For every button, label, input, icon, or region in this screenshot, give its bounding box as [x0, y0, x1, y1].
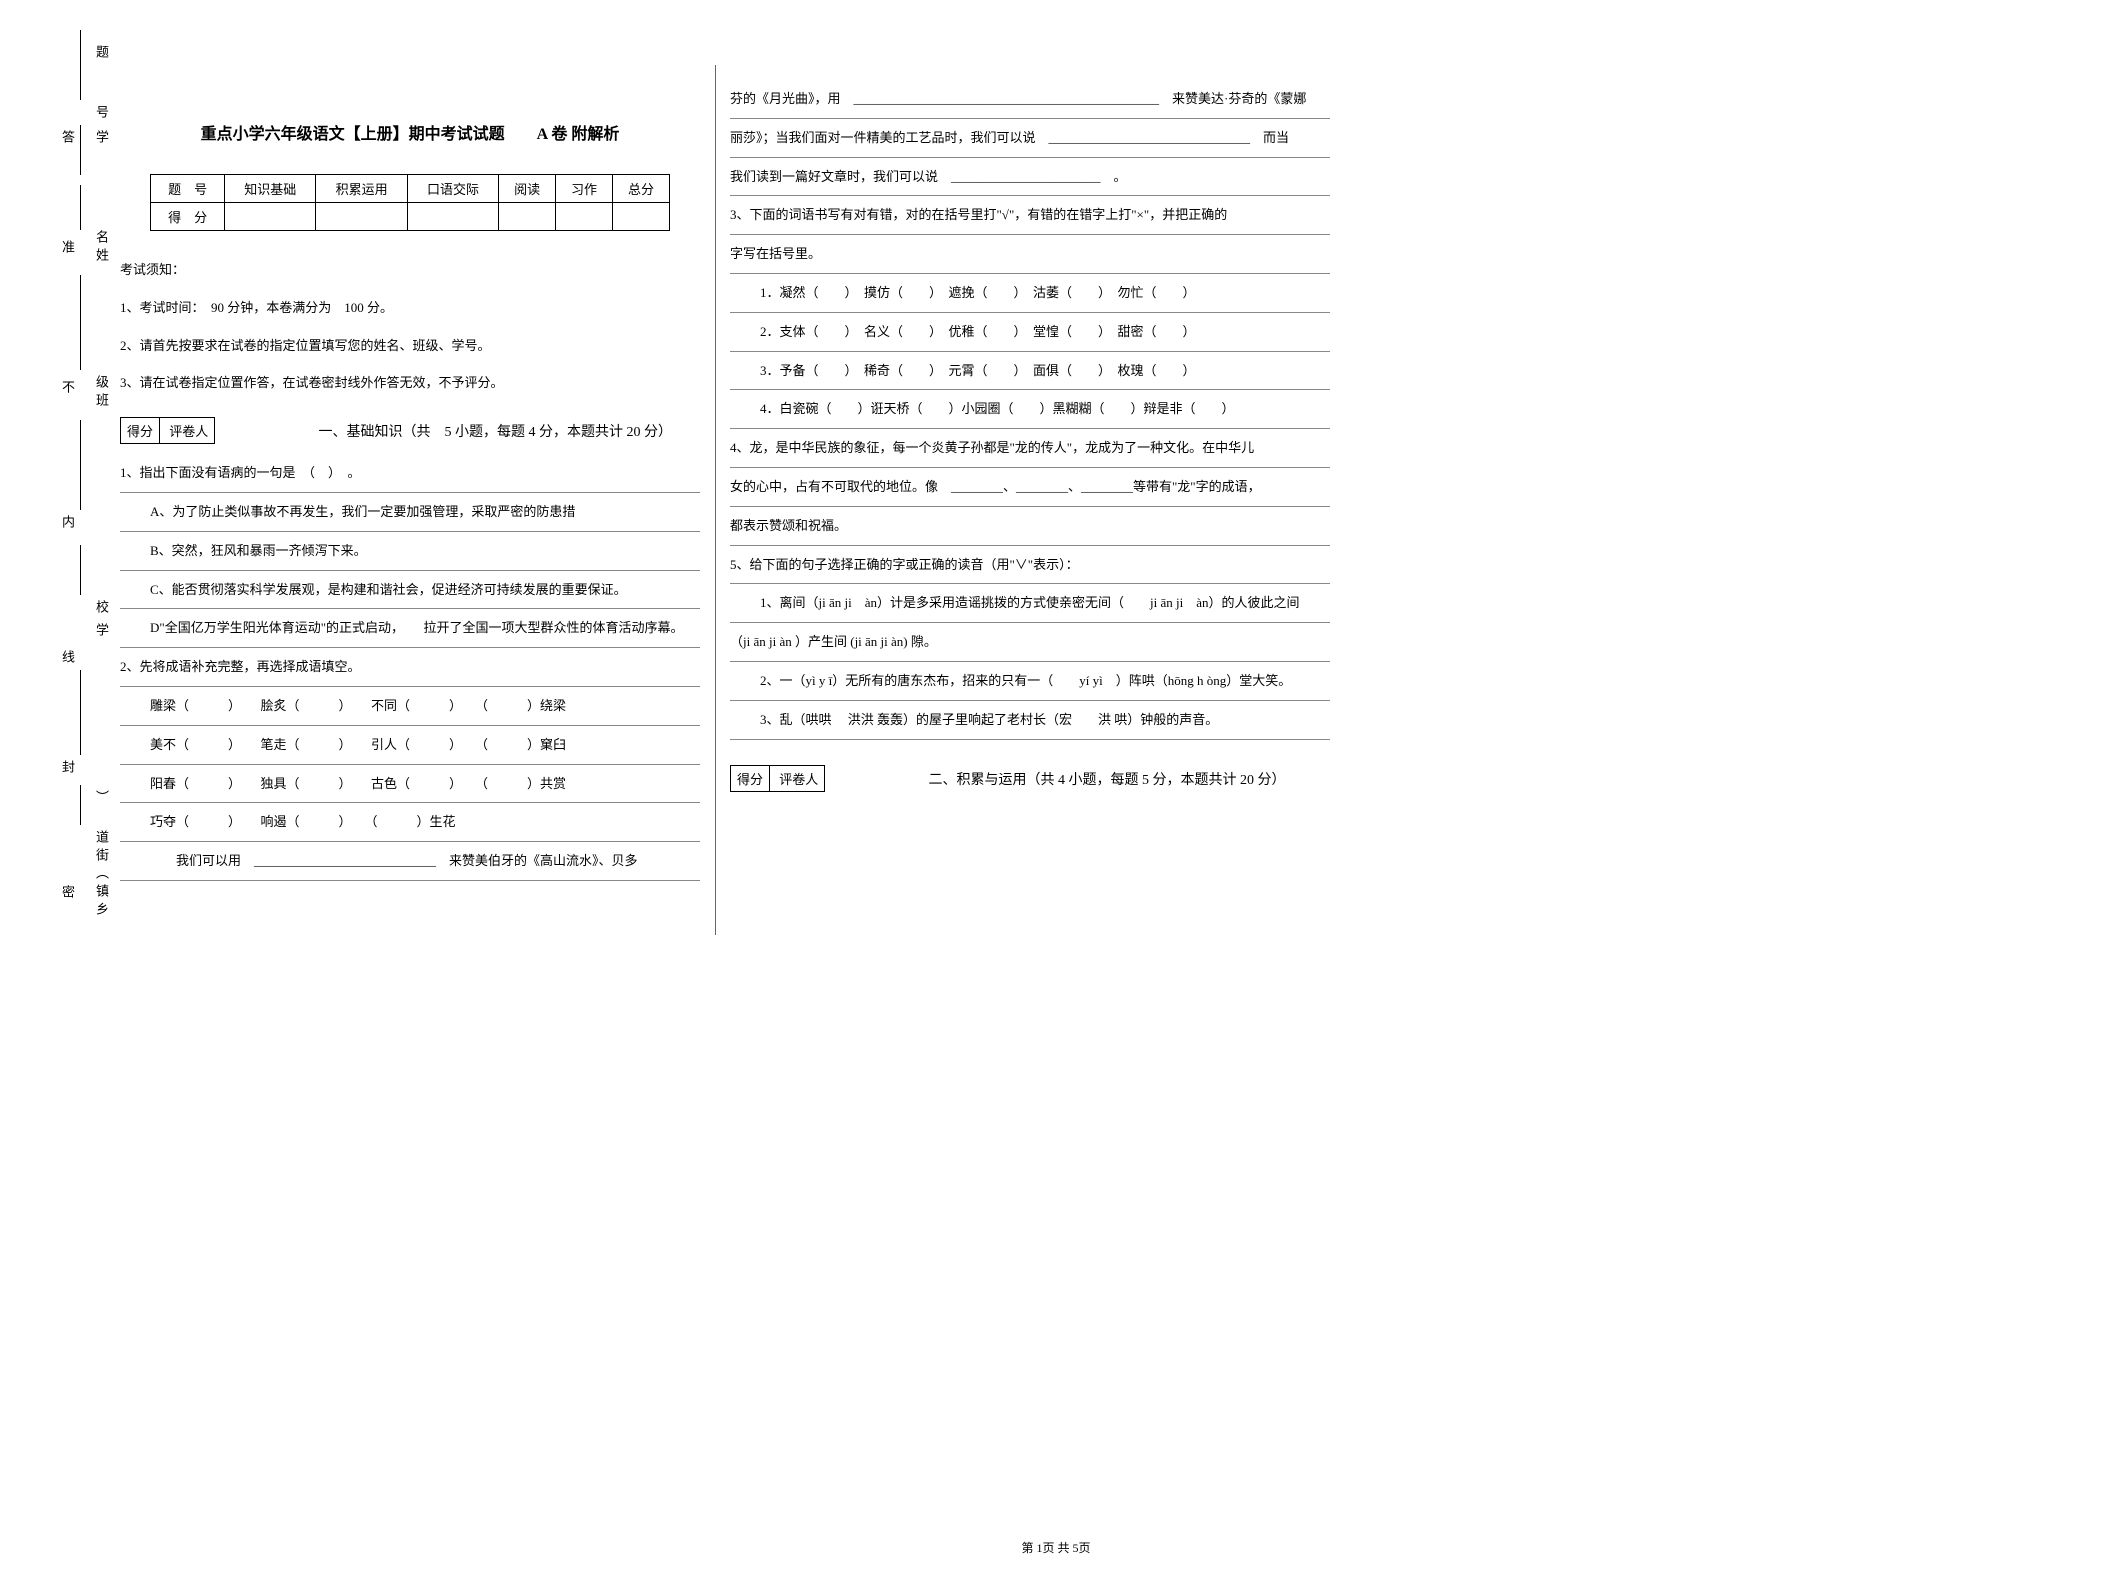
score-cell[interactable]	[613, 203, 670, 231]
question-3: 3、下面的词语书写有对有错，对的在括号里打"√"，有错的在错字上打"×"，并把正…	[730, 196, 1330, 235]
cont-line: 芬的《月光曲》，用 ______________________________…	[730, 80, 1330, 119]
score-box: 得分 评卷人	[120, 417, 215, 444]
binding-outer-7: 校	[92, 600, 111, 615]
binding-outer-10: 道	[92, 830, 111, 845]
q1-option-c: C、能否贯彻落实科学发展观，是构建和谐社会，促进经济可持续发展的重要保证。	[120, 571, 700, 610]
binding-line	[80, 670, 81, 755]
table-row: 得 分	[151, 203, 670, 231]
cont-line: 我们读到一篇好文章时，我们可以说 _______________________…	[730, 158, 1330, 197]
question-4c: 都表示赞颂和祝福。	[730, 507, 1330, 546]
binding-inner-6: 密	[58, 885, 77, 904]
score-box-label: 得分	[121, 418, 160, 443]
table-row: 题 号 知识基础 积累运用 口语交际 阅读 习作 总分	[151, 175, 670, 203]
q5-row: （ji ān ji àn ）产生间 (ji ān ji àn) 隙。	[730, 623, 1330, 662]
binding-line	[80, 185, 81, 230]
binding-outer-14: 乡	[92, 902, 111, 917]
q3-row: 2．支体（ ） 名义（ ） 优稚（ ） 堂惶（ ） 甜密（ ）	[730, 313, 1330, 352]
binding-line	[80, 785, 81, 825]
binding-line	[80, 125, 81, 175]
q1-option-a: A、为了防止类似事故不再发生，我们一定要加强管理，采取严密的防患措	[120, 493, 700, 532]
notice-item: 2、请首先按要求在试卷的指定位置填写您的姓名、班级、学号。	[120, 327, 700, 365]
question-4b: 女的心中，占有不可取代的地位。像 ________、________、_____…	[730, 468, 1330, 507]
binding-outer-11: 街	[92, 848, 111, 863]
score-header: 口语交际	[407, 175, 498, 203]
q5-row: 1、离间（ji ān ji àn）计是多采用造谣挑拨的方式使亲密无间（ ji ā…	[730, 584, 1330, 623]
q1-option-d: D"全国亿万学生阳光体育运动"的正式启动， 拉开了全国一项大型群众性的体育活动序…	[120, 609, 700, 648]
binding-inner-4: 线	[58, 650, 77, 669]
document-title: 重点小学六年级语文【上册】期中考试试题 A 卷 附解析	[120, 120, 700, 144]
binding-outer-5: 级	[92, 375, 111, 390]
binding-inner-3: 内	[58, 515, 77, 534]
score-header: 知识基础	[225, 175, 316, 203]
q5-row: 2、一（yì y ī）无所有的唐东杰布，招来的只有一（ yí yì ）阵哄（hō…	[730, 662, 1330, 701]
score-header: 阅读	[499, 175, 556, 203]
question-3b: 字写在括号里。	[730, 235, 1330, 274]
notice-item: 3、请在试卷指定位置作答，在试卷密封线外作答无效，不予评分。	[120, 364, 700, 402]
binding-inner-2: 不	[58, 380, 77, 399]
q2-tail: 我们可以用 ____________________________ 来赞美伯牙…	[120, 842, 700, 881]
notice-title: 考试须知：	[120, 251, 700, 289]
binding-inner-1: 准	[58, 240, 77, 259]
binding-outer-8: 学	[92, 623, 111, 638]
binding-outer-1: 号	[92, 105, 111, 120]
question-2: 2、先将成语补充完整，再选择成语填空。	[120, 648, 700, 687]
column-divider	[715, 65, 716, 935]
section-2-header: 得分 评卷人 二、积累与运用（共 4 小题，每题 5 分，本题共计 20 分）	[730, 765, 1330, 792]
score-cell[interactable]	[499, 203, 556, 231]
binding-inner-5: 封	[58, 760, 77, 779]
binding-outer-4: 姓	[92, 248, 111, 263]
right-column: 芬的《月光曲》，用 ______________________________…	[730, 60, 1330, 802]
q3-row: 4．白瓷碗（ ）诳天桥（ ）小园圈（ ）黑糊糊（ ）辩是非（ ）	[730, 390, 1330, 429]
binding-outer-12: （	[92, 866, 111, 881]
binding-outer-2: 学	[92, 130, 111, 145]
score-cell[interactable]	[225, 203, 316, 231]
score-table: 题 号 知识基础 积累运用 口语交际 阅读 习作 总分 得 分	[150, 174, 670, 231]
score-cell[interactable]	[316, 203, 407, 231]
section-2-title: 二、积累与运用（共 4 小题，每题 5 分，本题共计 20 分）	[929, 769, 1286, 789]
page-footer: 第 1页 共 5页	[0, 1539, 2112, 1556]
binding-outer-0: 题	[92, 45, 111, 60]
q2-row: 雕梁（ ） 脍炙（ ） 不同（ ） （ ）绕梁	[120, 687, 700, 726]
score-header: 题 号	[151, 175, 225, 203]
left-column: 重点小学六年级语文【上册】期中考试试题 A 卷 附解析 题 号 知识基础 积累运…	[120, 60, 700, 881]
score-box-label: 评卷人	[163, 418, 214, 443]
question-1: 1、指出下面没有语病的一句是 （ ） 。	[120, 454, 700, 493]
binding-outer-3: 名	[92, 230, 111, 245]
question-4a: 4、龙，是中华民族的象征，每一个炎黄子孙都是"龙的传人"，龙成为了一种文化。在中…	[730, 429, 1330, 468]
binding-outer-13: 镇	[92, 884, 111, 899]
score-box: 得分 评卷人	[730, 765, 825, 792]
q2-row: 美不（ ） 笔走（ ） 引人（ ） （ ）窠臼	[120, 726, 700, 765]
binding-line	[80, 420, 81, 510]
q2-row: 巧夺（ ） 响遏（ ） （ ）生花	[120, 803, 700, 842]
q5-row: 3、乱（哄哄 洪洪 轰轰）的屋子里响起了老村长（宏 洪 哄）钟般的声音。	[730, 701, 1330, 740]
score-box-label: 得分	[731, 766, 770, 791]
section-1-header: 得分 评卷人 一、基础知识（共 5 小题，每题 4 分，本题共计 20 分）	[120, 417, 700, 444]
score-header: 习作	[556, 175, 613, 203]
notice-item: 1、考试时间： 90 分钟，本卷满分为 100 分。	[120, 289, 700, 327]
score-header: 积累运用	[316, 175, 407, 203]
score-cell[interactable]	[407, 203, 498, 231]
binding-margin: 题 号 学 答 名 姓 准 级 班 不 内 校 学 线 封 ） 道 街 （ 镇 …	[50, 30, 110, 930]
cont-line: 丽莎》；当我们面对一件精美的工艺品时，我们可以说 _______________…	[730, 119, 1330, 158]
binding-outer-9: ）	[92, 790, 111, 805]
binding-inner-0: 答	[58, 130, 77, 149]
binding-line	[80, 545, 81, 595]
binding-outer-6: 班	[92, 393, 111, 408]
score-row-label: 得 分	[151, 203, 225, 231]
q3-row: 3．予备（ ） 稀奇（ ） 元霄（ ） 面俱（ ） 枚瑰（ ）	[730, 352, 1330, 391]
q3-row: 1．凝然（ ） 摸仿（ ） 遮挽（ ） 沽萎（ ） 勿忙（ ）	[730, 274, 1330, 313]
binding-line	[80, 275, 81, 370]
score-cell[interactable]	[556, 203, 613, 231]
q2-row: 阳春（ ） 独具（ ） 古色（ ） （ ）共赏	[120, 765, 700, 804]
section-1-title: 一、基础知识（共 5 小题，每题 4 分，本题共计 20 分）	[319, 421, 673, 441]
score-header: 总分	[613, 175, 670, 203]
question-5: 5、给下面的句子选择正确的字或正确的读音（用"∨"表示）：	[730, 546, 1330, 585]
binding-line	[80, 30, 81, 100]
score-box-label: 评卷人	[773, 766, 824, 791]
q1-option-b: B、突然，狂风和暴雨一齐倾泻下来。	[120, 532, 700, 571]
